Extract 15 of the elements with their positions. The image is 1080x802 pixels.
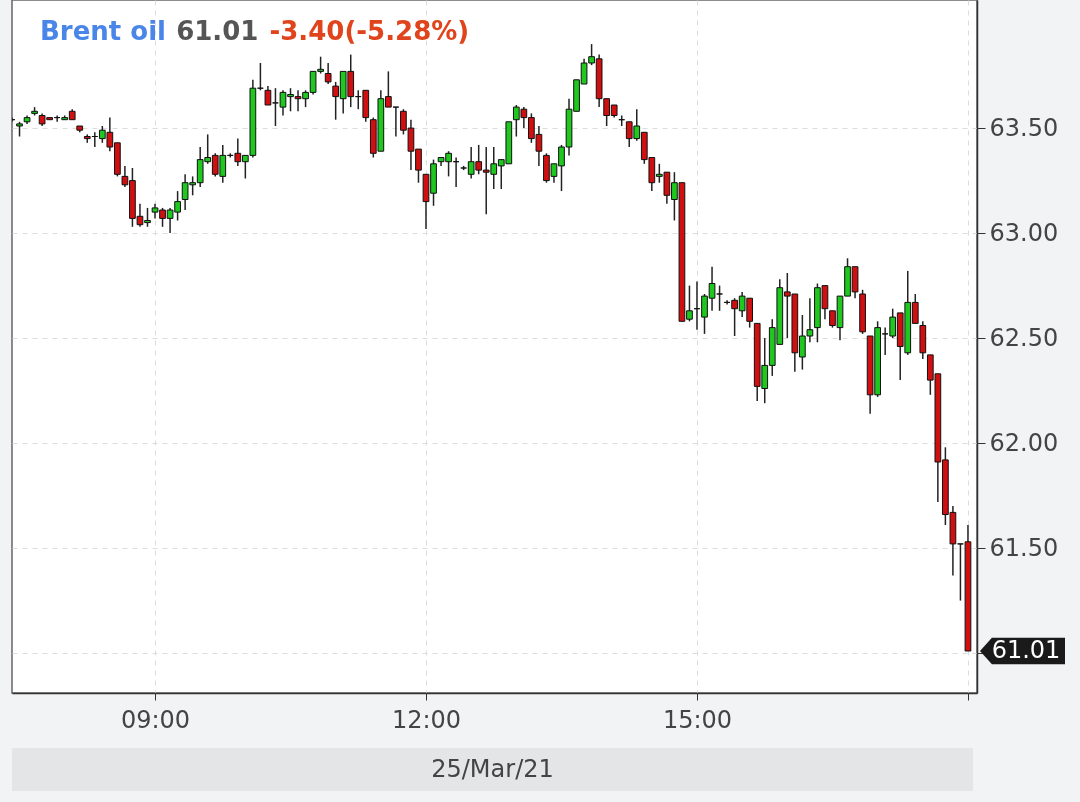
- candlestick: [264, 85, 272, 106]
- y-tick-label: 63.50: [989, 113, 1059, 142]
- y-tick-label: 63.00: [989, 218, 1059, 247]
- y-tick-label: 62.50: [989, 323, 1059, 352]
- annotation: -3.40(-5.28%): [269, 16, 470, 46]
- candlestick: [324, 62, 332, 85]
- x-axis-title: 25/Mar/21: [431, 755, 554, 783]
- annotation: 61.01: [176, 16, 259, 46]
- x-tick-label: 15:00: [662, 705, 733, 734]
- x-tick-label: 12:00: [391, 705, 462, 734]
- y-tick-label: 62.00: [989, 428, 1059, 457]
- text: Brent oil: [40, 16, 166, 46]
- y-tick-label: 61.50: [989, 533, 1059, 562]
- x-tick-label: 09:00: [120, 705, 191, 734]
- text: 61.01: [991, 636, 1061, 664]
